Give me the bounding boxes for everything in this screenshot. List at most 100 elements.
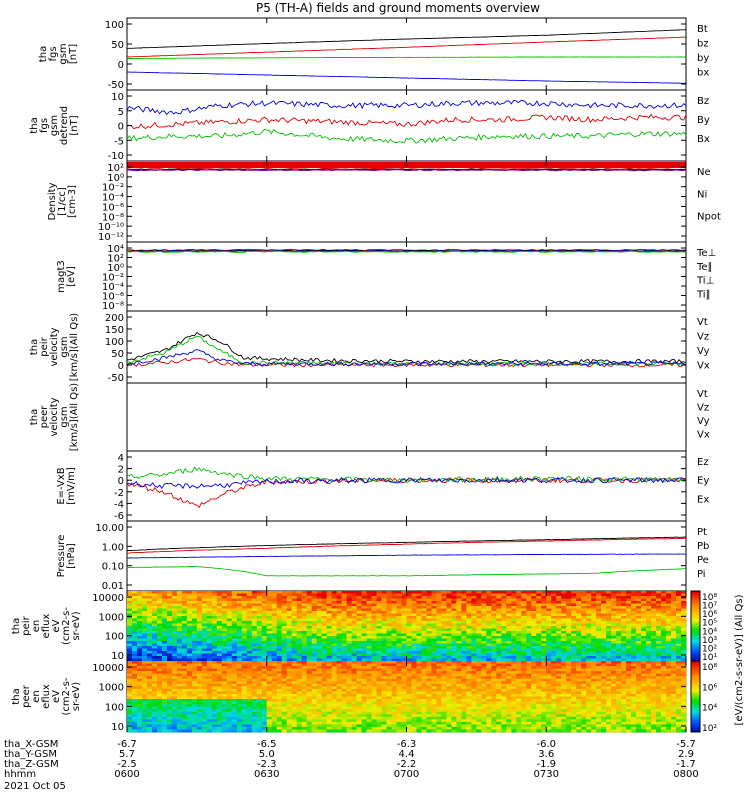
spectrogram-cell xyxy=(406,641,412,644)
spectrogram-cell xyxy=(241,688,248,692)
spectrogram-cell xyxy=(556,653,562,657)
spectrogram-cell xyxy=(541,641,547,644)
spectrogram-cell xyxy=(156,701,163,705)
spectrogram-cell xyxy=(241,668,248,672)
spectrogram-cell xyxy=(521,623,527,627)
spectrogram-cell xyxy=(326,729,333,733)
spectrogram-cell xyxy=(316,696,323,700)
spectrogram-cell xyxy=(181,638,188,642)
spectrogram-cell xyxy=(216,678,223,682)
spectrogram-cell xyxy=(546,596,552,599)
spectrogram-cell xyxy=(256,648,263,652)
spectrogram-cell xyxy=(466,606,472,609)
spectrogram-cell xyxy=(146,704,153,708)
spectrogram-cell xyxy=(221,596,228,599)
spectrogram-cell xyxy=(136,591,143,594)
spectrogram-cell xyxy=(681,636,687,639)
spectrogram-cell xyxy=(246,714,253,718)
spectrogram-cell xyxy=(381,596,387,599)
spectrogram-cell xyxy=(186,716,193,720)
spectrogram-cell xyxy=(341,716,348,720)
spectrogram-cell xyxy=(566,658,572,662)
spectrogram-cell xyxy=(131,699,138,702)
spectrogram-cell xyxy=(156,721,163,725)
spectrogram-cell xyxy=(291,603,298,607)
spectrogram-cell xyxy=(221,668,228,672)
spectrogram-cell xyxy=(226,616,233,619)
spectrogram-cell xyxy=(221,671,228,675)
spectrogram-cell xyxy=(416,641,422,644)
spectrogram-cell xyxy=(456,596,462,599)
spectrogram-cell xyxy=(176,691,183,695)
spectrogram-cell xyxy=(246,706,253,710)
spectrogram-cell xyxy=(476,598,482,602)
spectrogram-cell xyxy=(506,633,512,637)
spectrogram-cell xyxy=(156,706,163,710)
spectrogram-cell xyxy=(616,618,622,622)
spectrogram-cell xyxy=(276,666,283,670)
spectrogram-cell xyxy=(386,714,392,718)
spectrogram-cell xyxy=(206,663,213,667)
spectrogram-cell xyxy=(291,611,298,614)
spectrogram-cell xyxy=(376,691,382,695)
spectrogram-cell xyxy=(131,628,138,632)
spectrogram-cell xyxy=(127,719,133,723)
spectrogram-cell xyxy=(356,638,362,642)
spectrogram-cell xyxy=(596,593,602,597)
spectrogram-cell xyxy=(276,628,283,632)
spectrogram-cell xyxy=(226,668,233,672)
spectrogram-cell xyxy=(381,636,387,639)
spectrogram-cell xyxy=(286,656,293,659)
spectrogram-cell xyxy=(641,653,647,657)
spectrogram-cell xyxy=(636,621,642,624)
spectrogram-cell xyxy=(211,716,218,720)
spectrogram-cell xyxy=(346,603,352,607)
spectrogram-cell xyxy=(196,673,203,677)
spectrogram-cell xyxy=(656,598,662,602)
spectrogram-cell xyxy=(221,704,228,708)
spectrogram-cell xyxy=(146,601,153,604)
spectrogram-cell xyxy=(301,651,308,654)
spectrogram-cell xyxy=(316,598,323,602)
spectrogram-cell xyxy=(631,648,637,652)
spectrogram-cell xyxy=(326,706,333,710)
spectrogram-cell xyxy=(141,704,148,708)
spectrogram-cell xyxy=(456,621,462,624)
spectrogram-cell xyxy=(401,706,407,710)
spectrogram-cell xyxy=(306,601,313,604)
spectrogram-cell xyxy=(326,709,333,713)
spectrogram-cell xyxy=(221,591,228,594)
spectrogram-cell xyxy=(461,648,467,652)
spectrogram-cell xyxy=(191,661,198,664)
spectrogram-cell xyxy=(196,724,203,728)
spectrogram-cell xyxy=(361,711,367,715)
spectrogram-cell xyxy=(206,633,213,637)
spectrogram-cell xyxy=(236,651,243,654)
spectrogram-cell xyxy=(491,643,497,647)
spectrogram-cell xyxy=(506,638,512,642)
spectrogram-cell xyxy=(201,693,208,697)
spectrogram-cell xyxy=(186,636,193,639)
spectrogram-cell xyxy=(441,699,447,702)
spectrogram-cell xyxy=(236,673,243,677)
spectrogram-cell xyxy=(451,716,457,720)
spectrogram-cell xyxy=(481,651,487,654)
spectrogram-cell xyxy=(411,596,417,599)
spectrogram-cell xyxy=(331,719,338,723)
spectrogram-cell xyxy=(501,611,507,614)
spectrogram-cell xyxy=(511,591,517,594)
spectrogram-cell xyxy=(531,596,537,599)
spectrogram-cell xyxy=(596,601,602,604)
spectrogram-cell xyxy=(176,676,183,680)
spectrogram-cell xyxy=(306,688,313,692)
spectrogram-cell xyxy=(451,651,457,654)
spectrogram-cell xyxy=(566,623,572,627)
spectrogram-cell xyxy=(616,613,622,617)
spectrogram-cell xyxy=(211,636,218,639)
spectrogram-cell xyxy=(146,706,153,710)
spectrogram-cell xyxy=(411,646,417,649)
spectrogram-cell xyxy=(386,613,392,617)
spectrogram-cell xyxy=(491,651,497,654)
spectrogram-cell xyxy=(206,656,213,659)
spectrogram-cell xyxy=(426,613,432,617)
